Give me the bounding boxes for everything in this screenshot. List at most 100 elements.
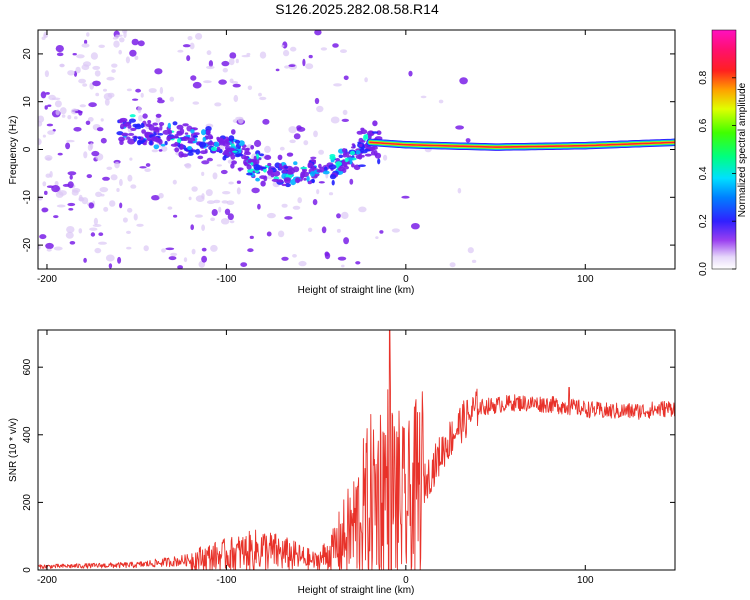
spectrogram-noise-blob <box>134 55 139 60</box>
spectrogram-ridge-blob <box>350 150 356 156</box>
spectrogram-noise-blob <box>237 117 244 124</box>
spectrogram-noise-blob <box>104 98 110 106</box>
spectrogram-noise-blob <box>90 232 96 237</box>
spectrogram-noise-blob <box>249 235 254 239</box>
spectrogram-noise-blob <box>111 63 118 68</box>
spectrogram-noise-blob <box>224 208 231 215</box>
spectrogram-ridge-blob <box>201 129 206 136</box>
spectrogram-noise-blob <box>78 194 83 202</box>
spectrogram-noise-blob <box>94 247 102 254</box>
spectrogram-noise-blob <box>190 75 197 81</box>
spectrogram-noise-blob <box>42 134 47 138</box>
spectrogram-noise-blob <box>98 44 105 48</box>
spectrogram-ridge-blob <box>241 147 246 151</box>
spectrogram-noise-blob <box>46 248 52 252</box>
spectrogram-noise-blob <box>336 228 341 233</box>
spectrogram-noise-blob <box>41 207 49 213</box>
spectrogram-noise-blob <box>126 230 131 234</box>
spectrogram-ridge-blob <box>231 129 236 135</box>
spectrogram-noise-blob <box>139 166 147 169</box>
snr-x-tick-label: -100 <box>216 575 236 586</box>
spectrogram-noise-blob <box>49 171 53 178</box>
spectrogram-ridge-blob <box>311 165 315 171</box>
spectrogram-noise-blob <box>100 118 104 122</box>
spectrogram-noise-blob <box>125 56 130 64</box>
spectrogram-ridge-blob <box>264 155 272 160</box>
spectrogram-ridge-blob <box>192 135 199 138</box>
spectrogram-noise-blob <box>39 234 47 240</box>
spectrogram-ridge-blob <box>293 161 298 166</box>
spectrogram-ridge-blob <box>153 144 160 150</box>
spectrogram-noise-blob <box>192 81 202 89</box>
spectrogram-noise-blob <box>103 88 107 92</box>
spectrogram-ridge-blob <box>319 166 325 173</box>
spectrogram-ridge-blob <box>184 132 189 135</box>
spectrogram-ridge-blob <box>121 132 129 137</box>
spectrogram-noise-blob <box>279 146 285 151</box>
spectrogram-ridge-blob <box>337 166 345 172</box>
spectrogram-noise-blob <box>349 178 354 185</box>
spectrogram-noise-blob <box>106 166 113 170</box>
snr-x-tick-label: 100 <box>577 575 594 586</box>
spectrogram-ridge-blob <box>153 126 160 133</box>
spectrogram-ridge-blob <box>300 166 308 170</box>
spectrogram-noise-blob <box>42 181 47 187</box>
spectrogram-ridge-blob <box>342 148 347 153</box>
colorbar-tick-label: 0.6 <box>698 118 709 132</box>
spectrogram-ridge-blob <box>355 150 361 155</box>
spectrogram-noise-blob <box>240 262 248 267</box>
spectrogram-ridge-blob <box>331 179 335 186</box>
spectrogram-noise-blob <box>61 114 66 118</box>
spectrogram-noise-blob <box>188 196 192 201</box>
spectrogram-noise-blob <box>259 96 267 101</box>
spectrogram-noise-blob <box>84 39 88 45</box>
spectrogram-ridge-blob <box>311 159 316 163</box>
spectrogram-noise-blob <box>108 263 113 269</box>
spectrogram-ridge-blob <box>174 147 180 153</box>
spectrogram-noise-blob <box>465 138 471 143</box>
spectrogram-ridge-blob <box>148 124 155 131</box>
spectrogram-noise-blob <box>214 102 222 107</box>
spectrogram-noise-blob <box>218 79 227 85</box>
chart-title: S126.2025.282.08.58.R14 <box>275 1 439 17</box>
spectrogram-noise-blob <box>90 52 98 60</box>
spectrogram-noise-blob <box>78 228 83 234</box>
colorbar-label: Normalized spectral amplitude <box>737 82 748 217</box>
spectrogram-ridge-blob <box>119 139 124 145</box>
spectrogram-noise-blob <box>91 150 100 157</box>
spectrogram-noise-blob <box>206 50 212 56</box>
spectrogram-noise-blob <box>161 248 166 253</box>
spectrogram-noise-blob <box>266 231 272 237</box>
spectrogram-noise-blob <box>98 241 107 245</box>
spectrogram-ridge-blob <box>158 122 165 126</box>
spectrogram-noise-blob <box>67 171 77 176</box>
spectrogram-noise-blob <box>337 256 347 261</box>
spectrogram-ridge-blob <box>363 134 367 141</box>
spectrogram-noise-blob <box>340 49 347 53</box>
spectrogram-ridge-blob <box>306 175 310 183</box>
spectrogram-noise-blob <box>167 206 173 210</box>
spectrogram-ridge-blob <box>358 164 366 167</box>
spectrogram-noise-blob <box>266 212 276 219</box>
spectrogram-noise-blob <box>191 248 196 255</box>
spectrogram-ridge-blob <box>234 139 241 144</box>
spectrogram-ridge-blob <box>197 155 204 160</box>
spectrogram-ridge-blob <box>246 172 253 176</box>
spectrogram-noise-blob <box>158 192 164 199</box>
spectrogram-noise-blob <box>343 75 349 81</box>
spectrogram-noise-blob <box>343 237 349 245</box>
spectrogram-noise-blob <box>53 215 59 219</box>
spectrogram-ridge-blob <box>222 140 231 147</box>
spectrogram-noise-blob <box>127 207 133 213</box>
spectrogram-noise-blob <box>228 58 235 66</box>
spectrogram-ridge-blob <box>164 140 168 146</box>
spectrogram-ridge-blob <box>260 166 267 170</box>
snr-y-tick-label: 600 <box>22 358 33 375</box>
spectrogram-ridge-blob <box>137 136 142 140</box>
spectrogram-ridge-blob <box>255 177 260 182</box>
spectrogram-ridge-blob <box>303 177 307 181</box>
spectrogram-noise-blob <box>184 163 192 169</box>
spectrogram-x-label: Height of straight line (km) <box>298 285 415 296</box>
spectrogram-noise-blob <box>47 104 52 107</box>
